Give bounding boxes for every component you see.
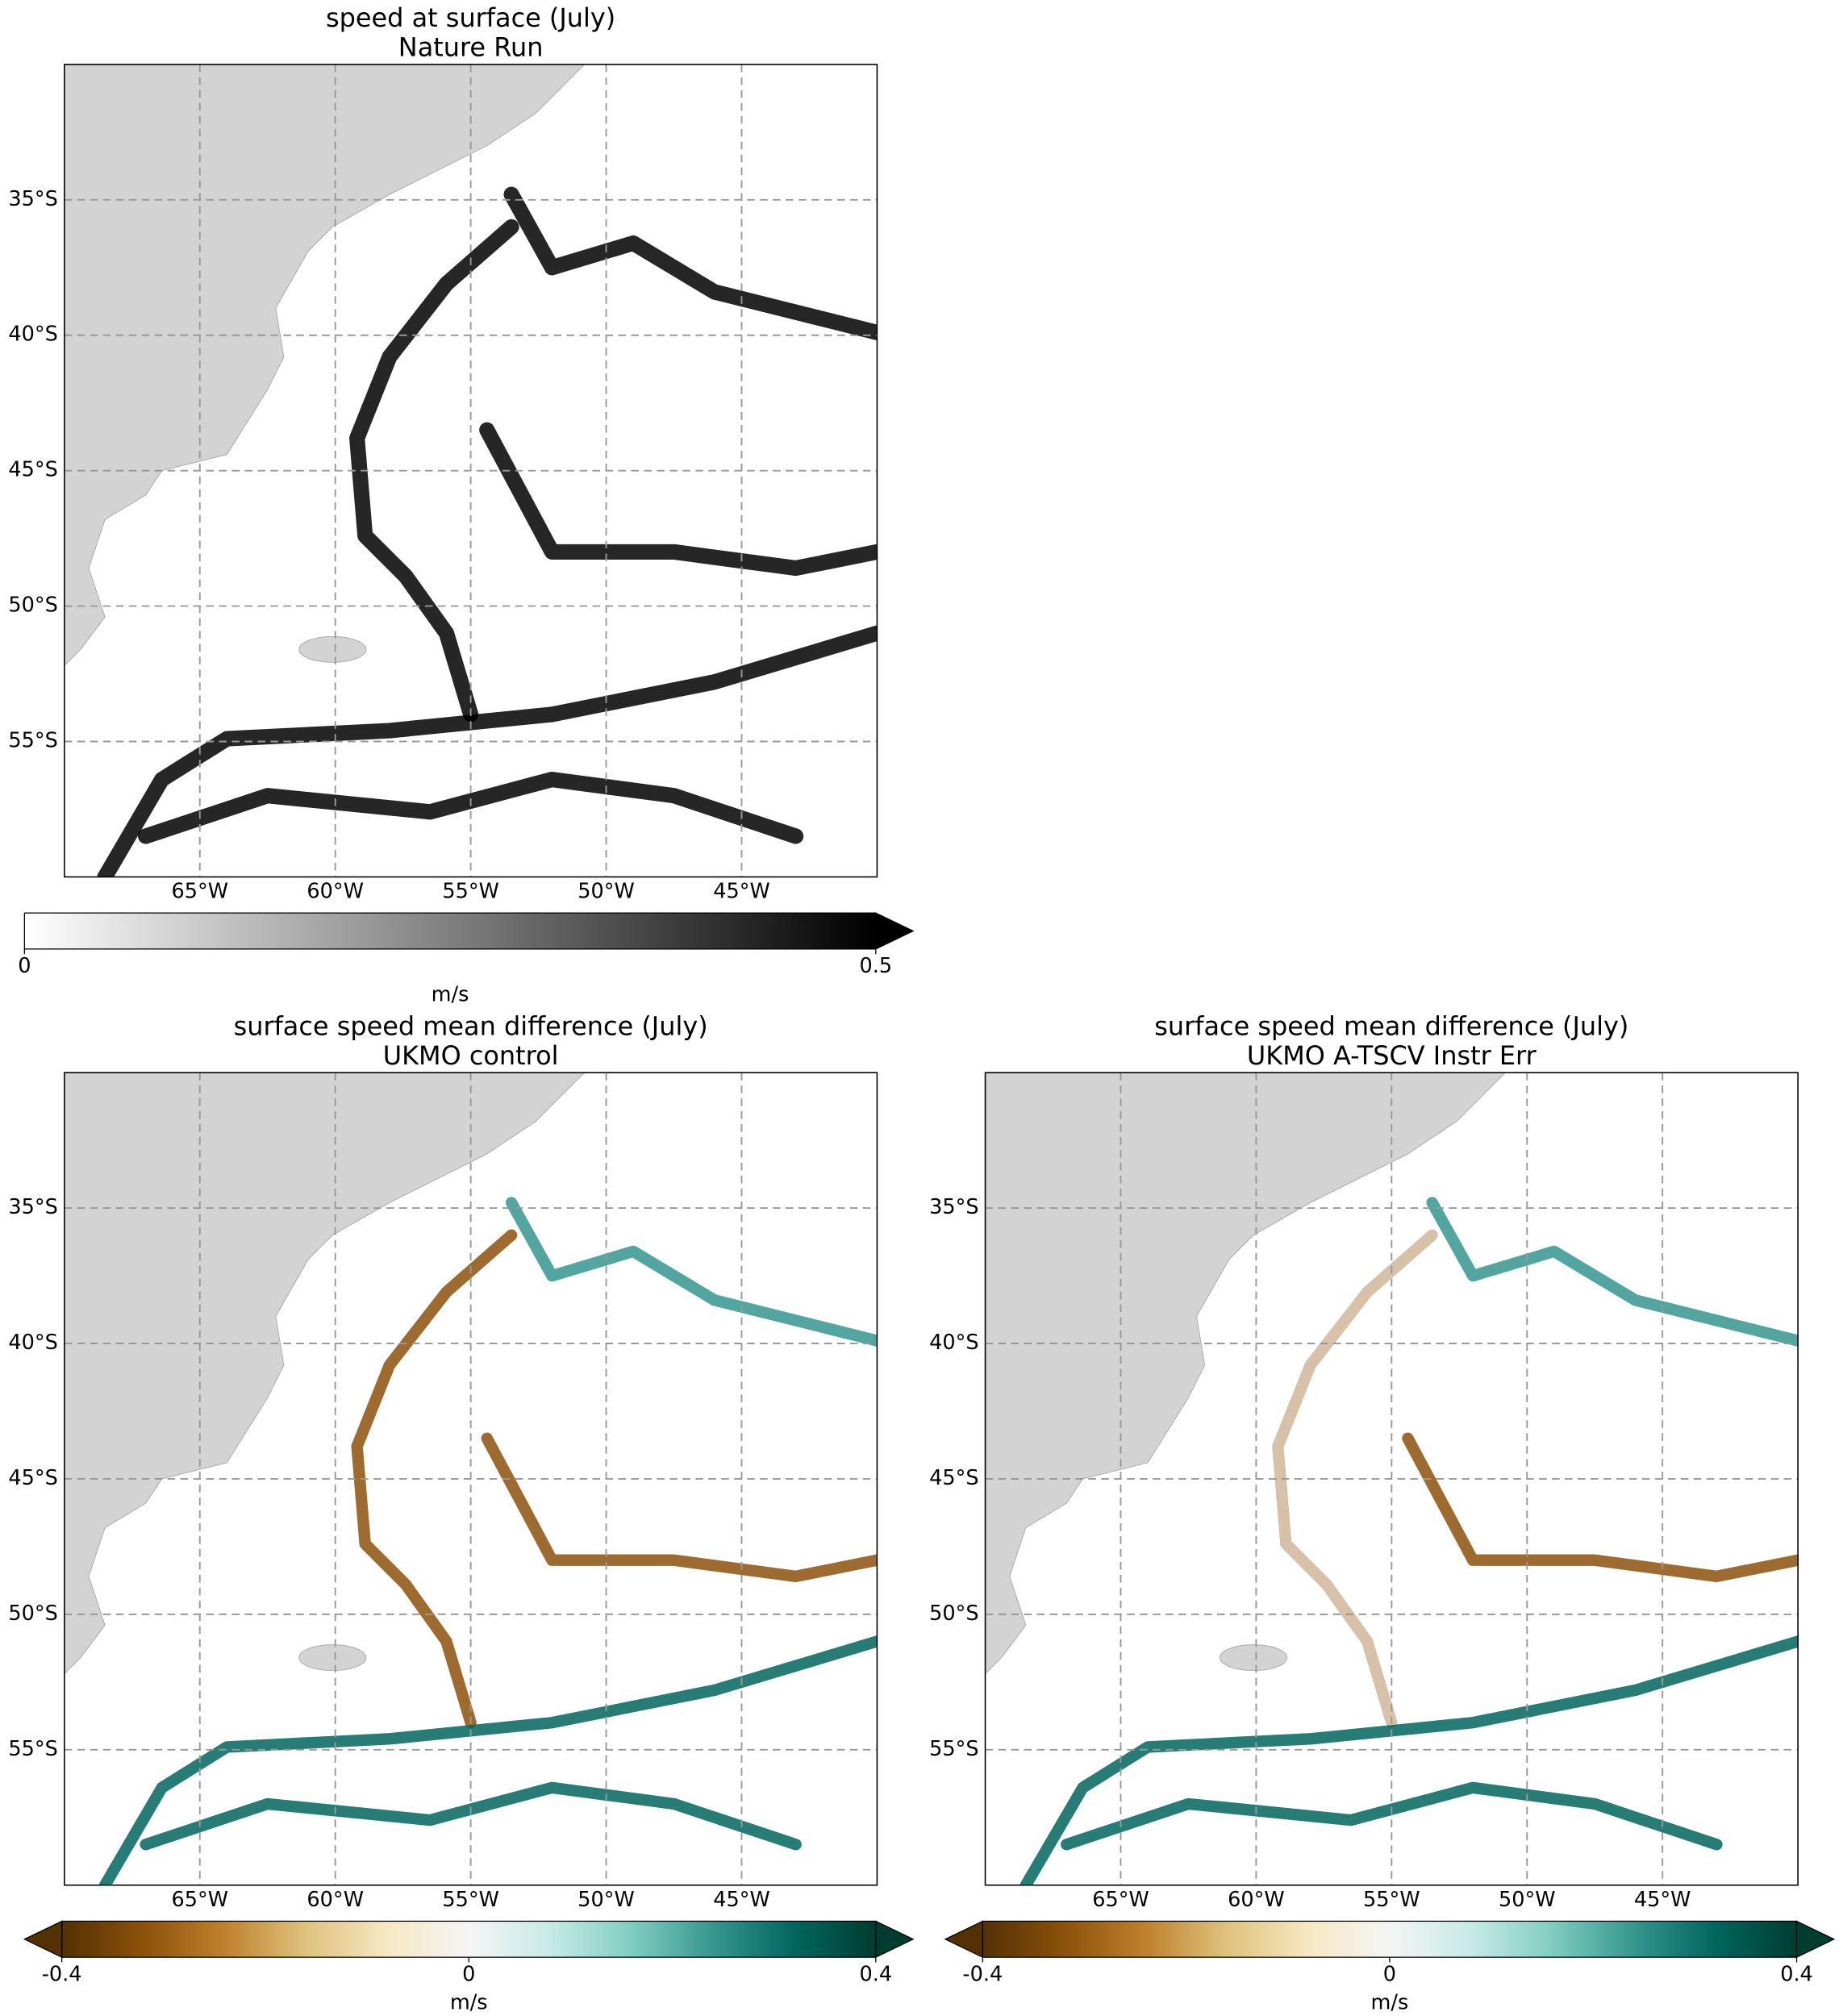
x-tick-label: 45°W bbox=[1634, 1888, 1691, 1912]
x-tick-label: 60°W bbox=[306, 1888, 363, 1912]
current-streak bbox=[503, 186, 878, 340]
colorbar-label: m/s bbox=[1371, 1991, 1409, 2015]
current-streak bbox=[1061, 1781, 1723, 1851]
colorbar-tick-label: 0 bbox=[1383, 1963, 1396, 1987]
colorbar-tick-label: 0.4 bbox=[860, 1963, 893, 1987]
colorbar-tick-label: 0.4 bbox=[1780, 1963, 1813, 1987]
x-tick-label: 55°W bbox=[442, 1888, 499, 1912]
x-tick-label: 60°W bbox=[1228, 1888, 1284, 1912]
y-tick-label: 35°S bbox=[8, 187, 57, 211]
colorbar bbox=[982, 1920, 1798, 1958]
y-tick-label: 40°S bbox=[8, 1331, 57, 1355]
current-streak bbox=[97, 625, 878, 877]
chart-title: surface speed mean difference (July) bbox=[1154, 1010, 1628, 1041]
y-tick-label: 40°S bbox=[8, 323, 57, 347]
y-tick-label: 50°S bbox=[8, 1602, 57, 1626]
island bbox=[298, 635, 367, 663]
island bbox=[1220, 1644, 1288, 1672]
colorbar-tick-label: -0.4 bbox=[962, 1963, 1003, 1987]
current-streak bbox=[1019, 1635, 1799, 1885]
current-streak bbox=[505, 1197, 878, 1347]
colorbar-extend bbox=[944, 1920, 983, 1959]
land bbox=[64, 64, 586, 667]
axes-frame bbox=[64, 1072, 878, 1886]
y-tick-label: 45°S bbox=[8, 458, 57, 482]
colorbar-tick-label: 0 bbox=[462, 1963, 475, 1987]
chart-title: surface speed mean difference (July) bbox=[234, 1010, 708, 1041]
colorbar bbox=[23, 912, 877, 950]
current-streak bbox=[98, 1635, 878, 1885]
y-tick-label: 40°S bbox=[929, 1331, 978, 1355]
colorbar-tick-label: -0.4 bbox=[42, 1963, 82, 1987]
colorbar-extend bbox=[23, 1920, 63, 1959]
current-streak bbox=[1272, 1229, 1438, 1729]
x-tick-label: 65°W bbox=[172, 880, 229, 904]
y-tick-label: 50°S bbox=[8, 594, 57, 618]
x-tick-label: 50°W bbox=[578, 880, 635, 904]
y-tick-label: 55°S bbox=[929, 1737, 978, 1761]
colorbar-extend bbox=[875, 1920, 915, 1959]
colorbar-tick-label: 0 bbox=[18, 954, 31, 978]
colorbar-extend bbox=[1795, 1920, 1836, 1959]
land bbox=[985, 1073, 1506, 1675]
x-tick-label: 45°W bbox=[713, 1888, 769, 1912]
y-tick-label: 55°S bbox=[8, 729, 57, 753]
chart-subtitle: UKMO A-TSCV Instr Err bbox=[1247, 1040, 1537, 1071]
current-streak bbox=[138, 771, 804, 844]
axes-frame bbox=[984, 1072, 1799, 1886]
x-tick-label: 55°W bbox=[442, 880, 499, 904]
current-streak bbox=[1402, 1432, 1799, 1583]
y-tick-label: 55°S bbox=[8, 1737, 57, 1761]
current-streak bbox=[481, 1432, 878, 1583]
y-tick-label: 45°S bbox=[929, 1466, 978, 1490]
x-tick-label: 45°W bbox=[713, 880, 769, 904]
current-streak bbox=[140, 1781, 802, 1851]
colorbar-tick-label: 0.5 bbox=[860, 954, 893, 978]
y-tick-label: 45°S bbox=[8, 1466, 57, 1490]
x-tick-label: 65°W bbox=[172, 1888, 229, 1912]
x-tick-label: 65°W bbox=[1092, 1888, 1149, 1912]
x-tick-label: 50°W bbox=[1499, 1888, 1556, 1912]
land bbox=[64, 1073, 586, 1675]
colorbar bbox=[61, 1920, 877, 1958]
x-tick-label: 50°W bbox=[578, 1888, 635, 1912]
current-streak bbox=[349, 219, 519, 723]
y-tick-label: 35°S bbox=[929, 1195, 978, 1219]
x-tick-label: 55°W bbox=[1363, 1888, 1420, 1912]
chart-subtitle: UKMO control bbox=[383, 1040, 559, 1071]
colorbar-extend bbox=[875, 912, 915, 950]
current-streak bbox=[351, 1229, 518, 1729]
chart-subtitle: Nature Run bbox=[398, 32, 544, 63]
axes-frame bbox=[64, 64, 878, 878]
current-streak bbox=[1426, 1197, 1799, 1347]
y-tick-label: 35°S bbox=[8, 1195, 57, 1219]
chart-title: speed at surface (July) bbox=[326, 2, 615, 33]
current-streak bbox=[479, 422, 878, 577]
colorbar-label: m/s bbox=[450, 1991, 488, 2015]
colorbar-label: m/s bbox=[432, 982, 469, 1006]
y-tick-label: 50°S bbox=[929, 1602, 978, 1626]
x-tick-label: 60°W bbox=[306, 880, 363, 904]
island bbox=[298, 1644, 367, 1672]
